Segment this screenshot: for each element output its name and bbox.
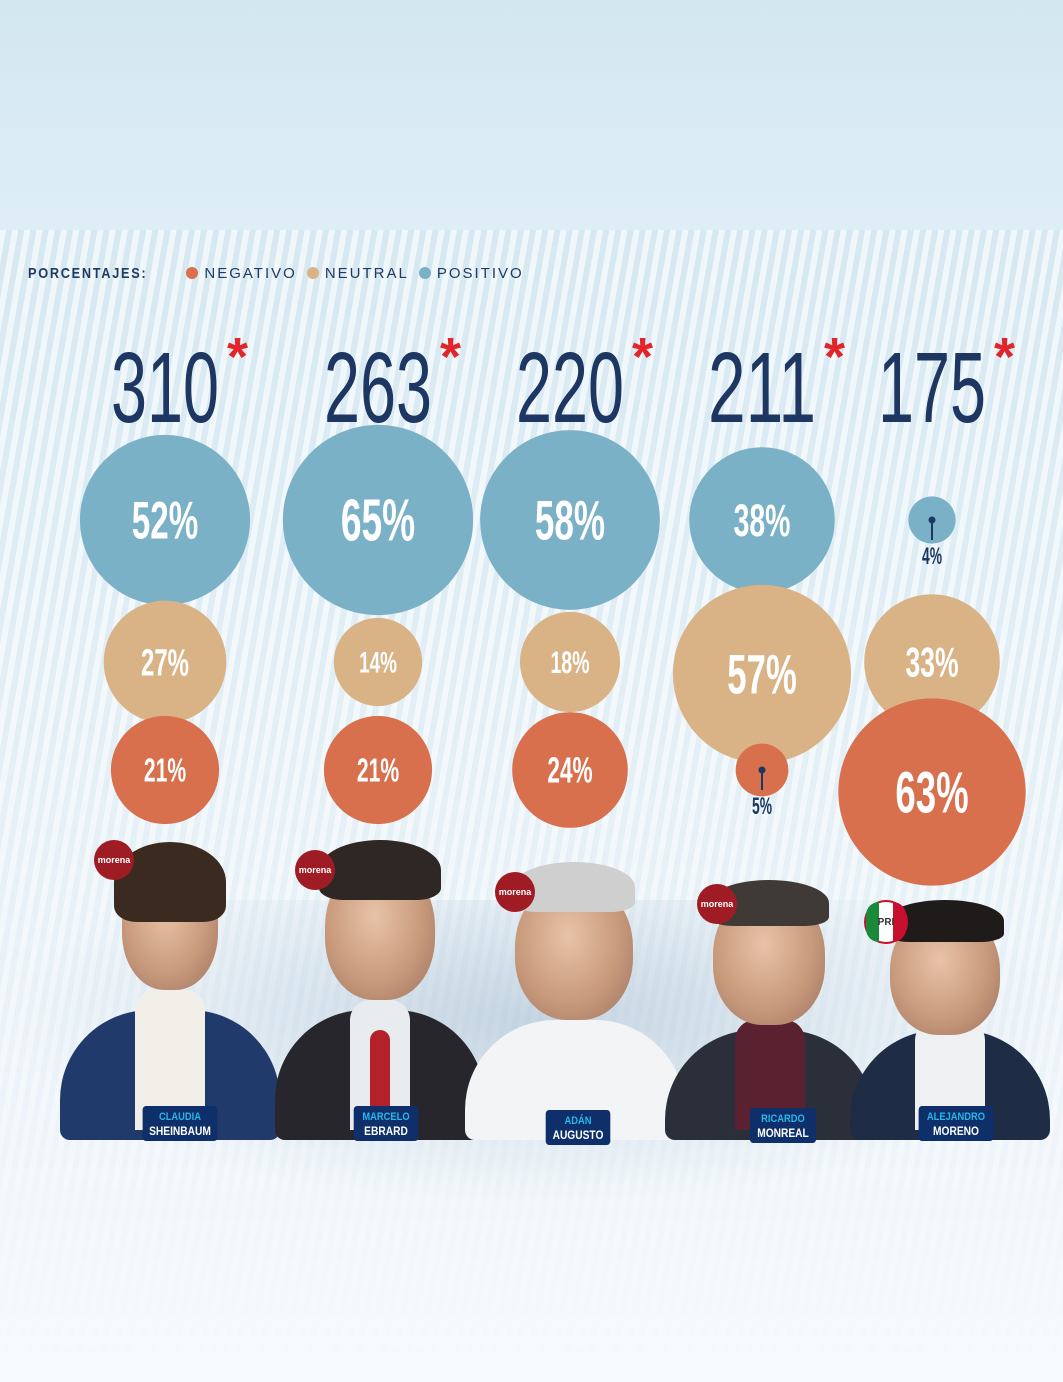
asterisk-icon: * bbox=[227, 327, 248, 387]
candidate-first-name: RICARDO bbox=[761, 1113, 805, 1125]
legend-text-positivo: POSITIVO bbox=[436, 264, 524, 282]
legend-text-negativo: NEGATIVO bbox=[204, 264, 297, 282]
bubble-positivo bbox=[282, 424, 474, 616]
total-mentions: 220 bbox=[516, 332, 624, 444]
asterisk-icon: * bbox=[440, 327, 461, 387]
candidate-last-name: MORENO bbox=[933, 1124, 979, 1138]
candidate-last-name: EBRARD bbox=[364, 1124, 408, 1138]
legend-item-neutral: NEUTRAL bbox=[306, 264, 413, 282]
bubble-label: 33% bbox=[906, 639, 959, 686]
bubble-neutral bbox=[103, 600, 227, 724]
bubble-negativo bbox=[838, 698, 1026, 886]
total-mentions: 310 bbox=[111, 332, 219, 444]
candidate-name-tag: ALEJANDRO MORENO bbox=[918, 1106, 994, 1141]
bubble-label: 38% bbox=[734, 495, 791, 546]
legend-text-neutral: NEUTRAL bbox=[324, 264, 409, 282]
asterisk-icon: * bbox=[994, 327, 1015, 387]
candidate-first-name: CLAUDIA bbox=[158, 1111, 202, 1123]
bubble-negativo bbox=[512, 712, 628, 828]
legend-item-negativo: NEGATIVO bbox=[186, 265, 300, 282]
negativo-swatch-icon bbox=[186, 267, 199, 279]
asterisk-icon: * bbox=[632, 327, 653, 387]
asterisk-icon: * bbox=[824, 327, 845, 387]
total-mentions: 211 bbox=[708, 332, 816, 444]
legend-item-positivo: POSITIVO bbox=[418, 264, 528, 282]
bubble-pointer-dot bbox=[928, 516, 936, 524]
bubble-label: 63% bbox=[895, 760, 968, 825]
candidate-last-name: SHEINBAUM bbox=[149, 1124, 211, 1138]
legend-label: PORCENTAJES: bbox=[28, 264, 148, 282]
party-logo-icon: morena bbox=[495, 872, 535, 912]
candidate-last-name: AUGUSTO bbox=[552, 1128, 604, 1142]
neutral-swatch-icon bbox=[306, 267, 319, 279]
candidate-last-name: MONREAL bbox=[757, 1126, 809, 1140]
bubble-label: 65% bbox=[341, 489, 415, 554]
bubble-label: 18% bbox=[550, 645, 589, 680]
legend: PORCENTAJES: NEGATIVO NEUTRAL POSITIVO bbox=[28, 262, 534, 284]
bubble-label: 5% bbox=[752, 793, 772, 820]
candidate-portrait: morena bbox=[60, 820, 280, 1140]
bubble-neutral bbox=[519, 611, 621, 713]
bubble-negativo bbox=[323, 715, 433, 825]
candidate-first-name: ADÁN bbox=[564, 1115, 592, 1127]
bubble-label: 58% bbox=[535, 490, 605, 552]
positivo-swatch-icon bbox=[418, 267, 431, 279]
bubble-pointer-dot bbox=[758, 766, 766, 774]
bubble-neutral bbox=[333, 617, 423, 707]
bubble-label: 21% bbox=[357, 753, 399, 790]
bubble-label: 27% bbox=[141, 642, 189, 684]
total-mentions: 175 bbox=[878, 332, 986, 444]
candidate-name-tag: CLAUDIA SHEINBAUM bbox=[142, 1106, 218, 1141]
candidate-first-name: ALEJANDRO bbox=[926, 1111, 986, 1123]
bubble-negativo bbox=[110, 715, 220, 825]
party-logo-icon: morena bbox=[697, 884, 737, 924]
bubble-label: 57% bbox=[727, 643, 797, 705]
bubble-label: 14% bbox=[359, 647, 397, 680]
bubble-label: 52% bbox=[132, 491, 198, 550]
bubble-label: 21% bbox=[144, 753, 186, 790]
party-logo-icon: PRI bbox=[864, 900, 908, 944]
bubble-positivo bbox=[79, 434, 251, 606]
bubble-neutral bbox=[672, 584, 852, 764]
candidate-name-tag: MARCELO EBRARD bbox=[353, 1106, 419, 1141]
candidate-first-name: MARCELO bbox=[362, 1111, 410, 1123]
candidate-name-tag: ADÁN AUGUSTO bbox=[545, 1110, 611, 1145]
bubble-positivo bbox=[689, 447, 835, 593]
bubble-neutral bbox=[864, 594, 1000, 730]
bubble-label: 4% bbox=[922, 543, 942, 570]
bubble-positivo bbox=[480, 430, 660, 610]
party-logo-icon: morena bbox=[295, 850, 335, 890]
candidate-name-tag: RICARDO MONREAL bbox=[749, 1108, 817, 1143]
party-logo-icon: morena bbox=[94, 840, 134, 880]
bubble-label: 24% bbox=[547, 751, 592, 791]
